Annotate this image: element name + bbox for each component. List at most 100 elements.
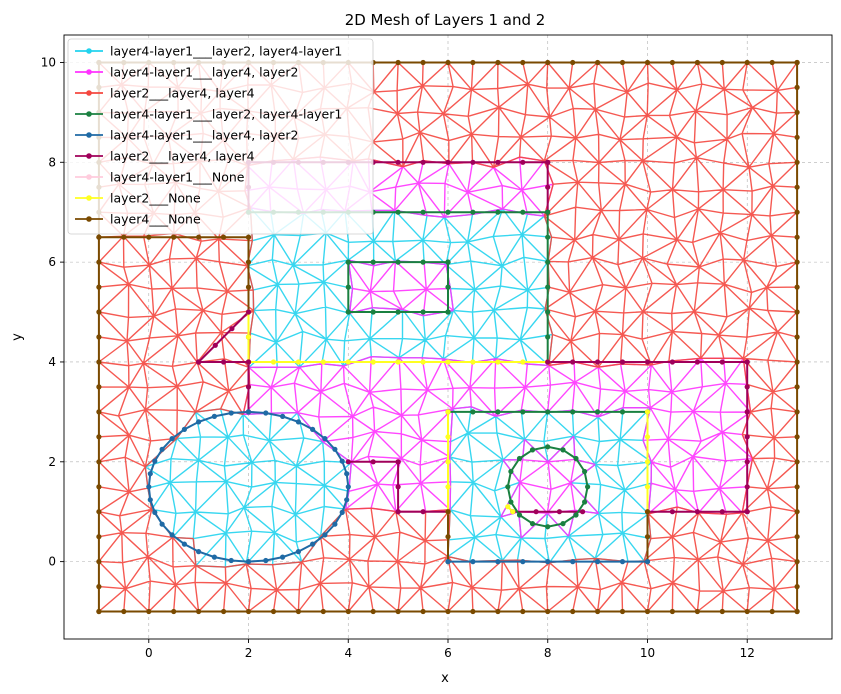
boundary-node-33 xyxy=(794,509,800,515)
boundary-node-254 xyxy=(470,559,476,565)
boundary-node-127 xyxy=(420,159,426,165)
boundary-node-269 xyxy=(344,471,350,477)
boundary-node-3 xyxy=(171,608,177,615)
boundary-node-23 xyxy=(669,608,676,615)
boundary-node-214 xyxy=(744,509,750,515)
boundary-node-50 xyxy=(794,84,800,90)
boundary-node-248 xyxy=(445,534,451,540)
boundary-node-4 xyxy=(196,608,202,615)
boundary-node-205 xyxy=(719,359,725,365)
boundary-node-173 xyxy=(212,342,218,348)
boundary-node-126 xyxy=(395,159,401,165)
boundary-node-38 xyxy=(794,384,800,390)
boundary-node-200 xyxy=(595,359,601,365)
boundary-node-275 xyxy=(280,413,286,419)
boundary-node-39 xyxy=(794,359,800,365)
x-tick-label-6: 12 xyxy=(740,646,755,660)
boundary-node-145 xyxy=(470,209,476,215)
boundary-node-204 xyxy=(694,359,701,365)
boundary-node-21 xyxy=(619,608,626,615)
legend-box xyxy=(67,38,374,235)
boundary-node-60 xyxy=(595,59,601,66)
x-tick-label-3: 6 xyxy=(444,646,452,660)
boundary-node-169 xyxy=(495,359,501,365)
boundary-node-32 xyxy=(794,534,800,540)
boundary-node-203 xyxy=(669,359,676,365)
boundary-node-292 xyxy=(196,549,202,555)
boundary-node-240 xyxy=(445,484,451,490)
boundary-node-46 xyxy=(794,184,800,190)
boundary-node-2 xyxy=(146,608,152,615)
boundary-node-58 xyxy=(644,59,651,66)
boundary-node-232 xyxy=(545,409,551,415)
boundary-node-67 xyxy=(420,59,426,66)
y-tick-label-3: 6 xyxy=(48,255,56,269)
boundary-node-109 xyxy=(221,234,227,240)
legend: layer4-layer1___layer2, layer4-layer1 lay… xyxy=(67,38,374,235)
boundary-node-283 xyxy=(159,446,165,452)
boundary-node-6 xyxy=(245,608,252,615)
x-tick-label-1: 2 xyxy=(245,646,253,660)
boundary-node-94 xyxy=(96,384,102,390)
legend-swatch-marker-6 xyxy=(86,174,92,180)
boundary-node-89 xyxy=(96,259,102,265)
boundary-node-47 xyxy=(794,159,800,165)
boundary-node-95 xyxy=(96,409,102,415)
boundary-node-8 xyxy=(295,608,301,615)
boundary-node-255 xyxy=(495,559,501,565)
boundary-node-244 xyxy=(644,459,651,465)
boundary-node-184 xyxy=(395,309,401,315)
y-tick-label-1: 2 xyxy=(48,455,56,469)
boundary-node-281 xyxy=(181,426,187,432)
boundary-node-90 xyxy=(96,284,102,290)
boundary-node-264 xyxy=(556,509,563,515)
boundary-node-10 xyxy=(345,608,351,615)
boundary-node-57 xyxy=(669,59,676,66)
boundary-node-225 xyxy=(395,459,401,465)
boundary-node-310 xyxy=(516,455,523,462)
boundary-node-98 xyxy=(96,484,102,490)
boundary-node-12 xyxy=(395,608,401,615)
boundary-node-59 xyxy=(619,59,626,66)
boundary-node-14 xyxy=(445,608,451,615)
y-tick-label-4: 8 xyxy=(48,155,56,169)
boundary-node-274 xyxy=(295,419,301,425)
boundary-node-44 xyxy=(794,234,800,240)
boundary-node-175 xyxy=(245,309,252,315)
boundary-node-183 xyxy=(370,309,376,315)
boundary-node-18 xyxy=(545,608,551,615)
boundary-node-238 xyxy=(445,434,451,440)
boundary-node-133 xyxy=(545,159,551,165)
boundary-node-40 xyxy=(794,334,800,340)
boundary-node-282 xyxy=(169,436,175,442)
boundary-node-42 xyxy=(794,284,800,290)
boundary-node-129 xyxy=(470,159,476,165)
boundary-node-284 xyxy=(152,458,158,464)
boundary-node-180 xyxy=(245,384,252,390)
boundary-node-5 xyxy=(221,608,227,615)
legend-swatch-marker-0 xyxy=(86,48,92,54)
boundary-node-26 xyxy=(744,608,750,615)
boundary-node-211 xyxy=(744,459,750,465)
boundary-node-31 xyxy=(794,559,800,565)
boundary-node-286 xyxy=(146,484,152,490)
boundary-node-101 xyxy=(96,559,102,565)
boundary-line-5 xyxy=(197,311,250,363)
boundary-node-91 xyxy=(96,309,102,315)
boundary-node-277 xyxy=(245,409,252,415)
boundary-node-165 xyxy=(395,359,401,365)
x-tick-label-4: 8 xyxy=(544,646,552,660)
boundary-node-163 xyxy=(345,359,351,365)
boundary-node-55 xyxy=(719,59,725,66)
boundary-node-227 xyxy=(395,509,401,515)
boundary-node-209 xyxy=(744,409,750,415)
boundary-node-307 xyxy=(560,447,566,453)
boundary-node-27 xyxy=(769,608,775,615)
boundary-node-268 xyxy=(345,484,351,490)
boundary-node-52 xyxy=(794,59,800,66)
boundary-node-63 xyxy=(520,59,526,66)
boundary-node-300 xyxy=(322,532,328,538)
legend-entry-5: layer2___layer4, layer4 xyxy=(110,149,255,164)
boundary-node-313 xyxy=(508,499,514,505)
boundary-node-107 xyxy=(171,234,177,240)
